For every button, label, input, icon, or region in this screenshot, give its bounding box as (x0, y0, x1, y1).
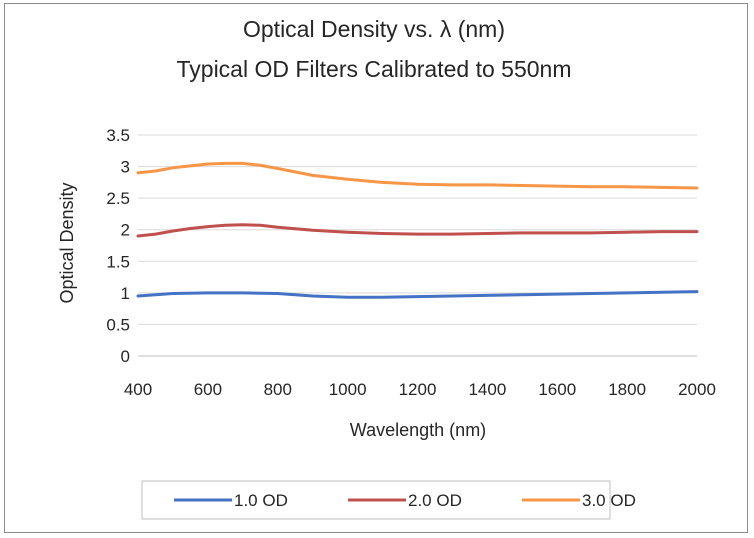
y-tick-label: 0 (121, 347, 130, 366)
series-line (136, 290, 699, 299)
y-tick-label: 1.5 (106, 252, 130, 271)
x-tick-label: 1600 (538, 380, 576, 399)
y-tick-label: 1 (121, 284, 130, 303)
x-tick-label: 1800 (608, 380, 646, 399)
legend: 1.0 OD 2.0 OD 3.0 OD (141, 480, 636, 520)
y-tick-labels: 0 0.5 1 1.5 2 2.5 3 3.5 (106, 126, 130, 366)
x-tick-label: 2000 (678, 380, 716, 399)
legend-label: 1.0 OD (234, 491, 288, 510)
x-tick-label: 1000 (329, 380, 367, 399)
legend-label: 2.0 OD (408, 491, 462, 510)
x-tick-label: 1400 (468, 380, 506, 399)
series-line (136, 161, 699, 190)
chart-frame (4, 3, 748, 533)
x-tick-label: 400 (124, 380, 152, 399)
y-tick-label: 3.5 (106, 126, 130, 145)
y-tick-label: 2.5 (106, 189, 130, 208)
y-axis-label: Optical Density (57, 182, 77, 303)
x-tick-label: 800 (264, 380, 292, 399)
chart-title-line-2: Typical OD Filters Calibrated to 550nm (177, 56, 572, 82)
x-tick-labels: 400 600 800 1000 1200 1400 1600 1800 2000 (124, 380, 716, 399)
y-tick-label: 2 (121, 221, 130, 240)
x-axis-label: Wavelength (nm) (350, 420, 486, 440)
series-lines (136, 161, 699, 299)
series-line (136, 223, 699, 238)
y-tick-label: 0.5 (106, 315, 130, 334)
y-tick-label: 3 (121, 158, 130, 177)
x-tick-label: 1200 (399, 380, 437, 399)
x-tick-label: 600 (194, 380, 222, 399)
chart-title-line-1: Optical Density vs. λ (nm) (243, 16, 505, 42)
legend-label: 3.0 OD (582, 491, 636, 510)
